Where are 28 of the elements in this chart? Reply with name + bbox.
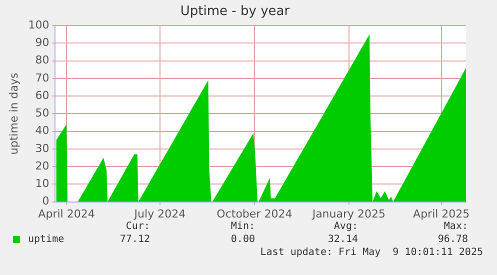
x-tick-label: July 2024 <box>133 207 186 220</box>
text: 32.14 <box>328 234 358 245</box>
y-tick-label: 30 <box>35 142 50 155</box>
x-tick-label: April 2024 <box>38 207 95 220</box>
y-tick-label: 10 <box>35 177 50 190</box>
y-tick-label: 0 <box>42 194 50 208</box>
text: 0.00 <box>230 234 255 245</box>
chart-title: Uptime - by year <box>180 4 290 20</box>
y-tick-label: 100 <box>28 18 50 32</box>
y-tick-label: 90 <box>35 36 50 50</box>
text: 96.78 <box>438 234 468 245</box>
y-tick-label: 70 <box>35 71 50 84</box>
text: Last update: Fri May 9 10:01:11 2025 <box>260 247 483 258</box>
x-tick-label: April 2025 <box>413 207 470 220</box>
text: Avg: <box>334 221 358 232</box>
x-tick-label: October 2024 <box>216 207 292 220</box>
text: Max: <box>444 221 468 232</box>
y-axis-title: uptime in days <box>7 72 20 155</box>
text: 77.12 <box>120 234 150 245</box>
x-tick-label: January 2025 <box>311 207 386 220</box>
y-tick-label: 50 <box>35 106 50 120</box>
y-tick-label: 80 <box>35 54 50 67</box>
y-tick-label: 20 <box>35 159 50 172</box>
y-tick-label: 40 <box>35 124 50 138</box>
text: Cur: <box>126 221 150 232</box>
text: Min: <box>230 221 255 232</box>
y-tick-label: 60 <box>35 88 50 102</box>
legend-label: uptime <box>28 234 64 245</box>
